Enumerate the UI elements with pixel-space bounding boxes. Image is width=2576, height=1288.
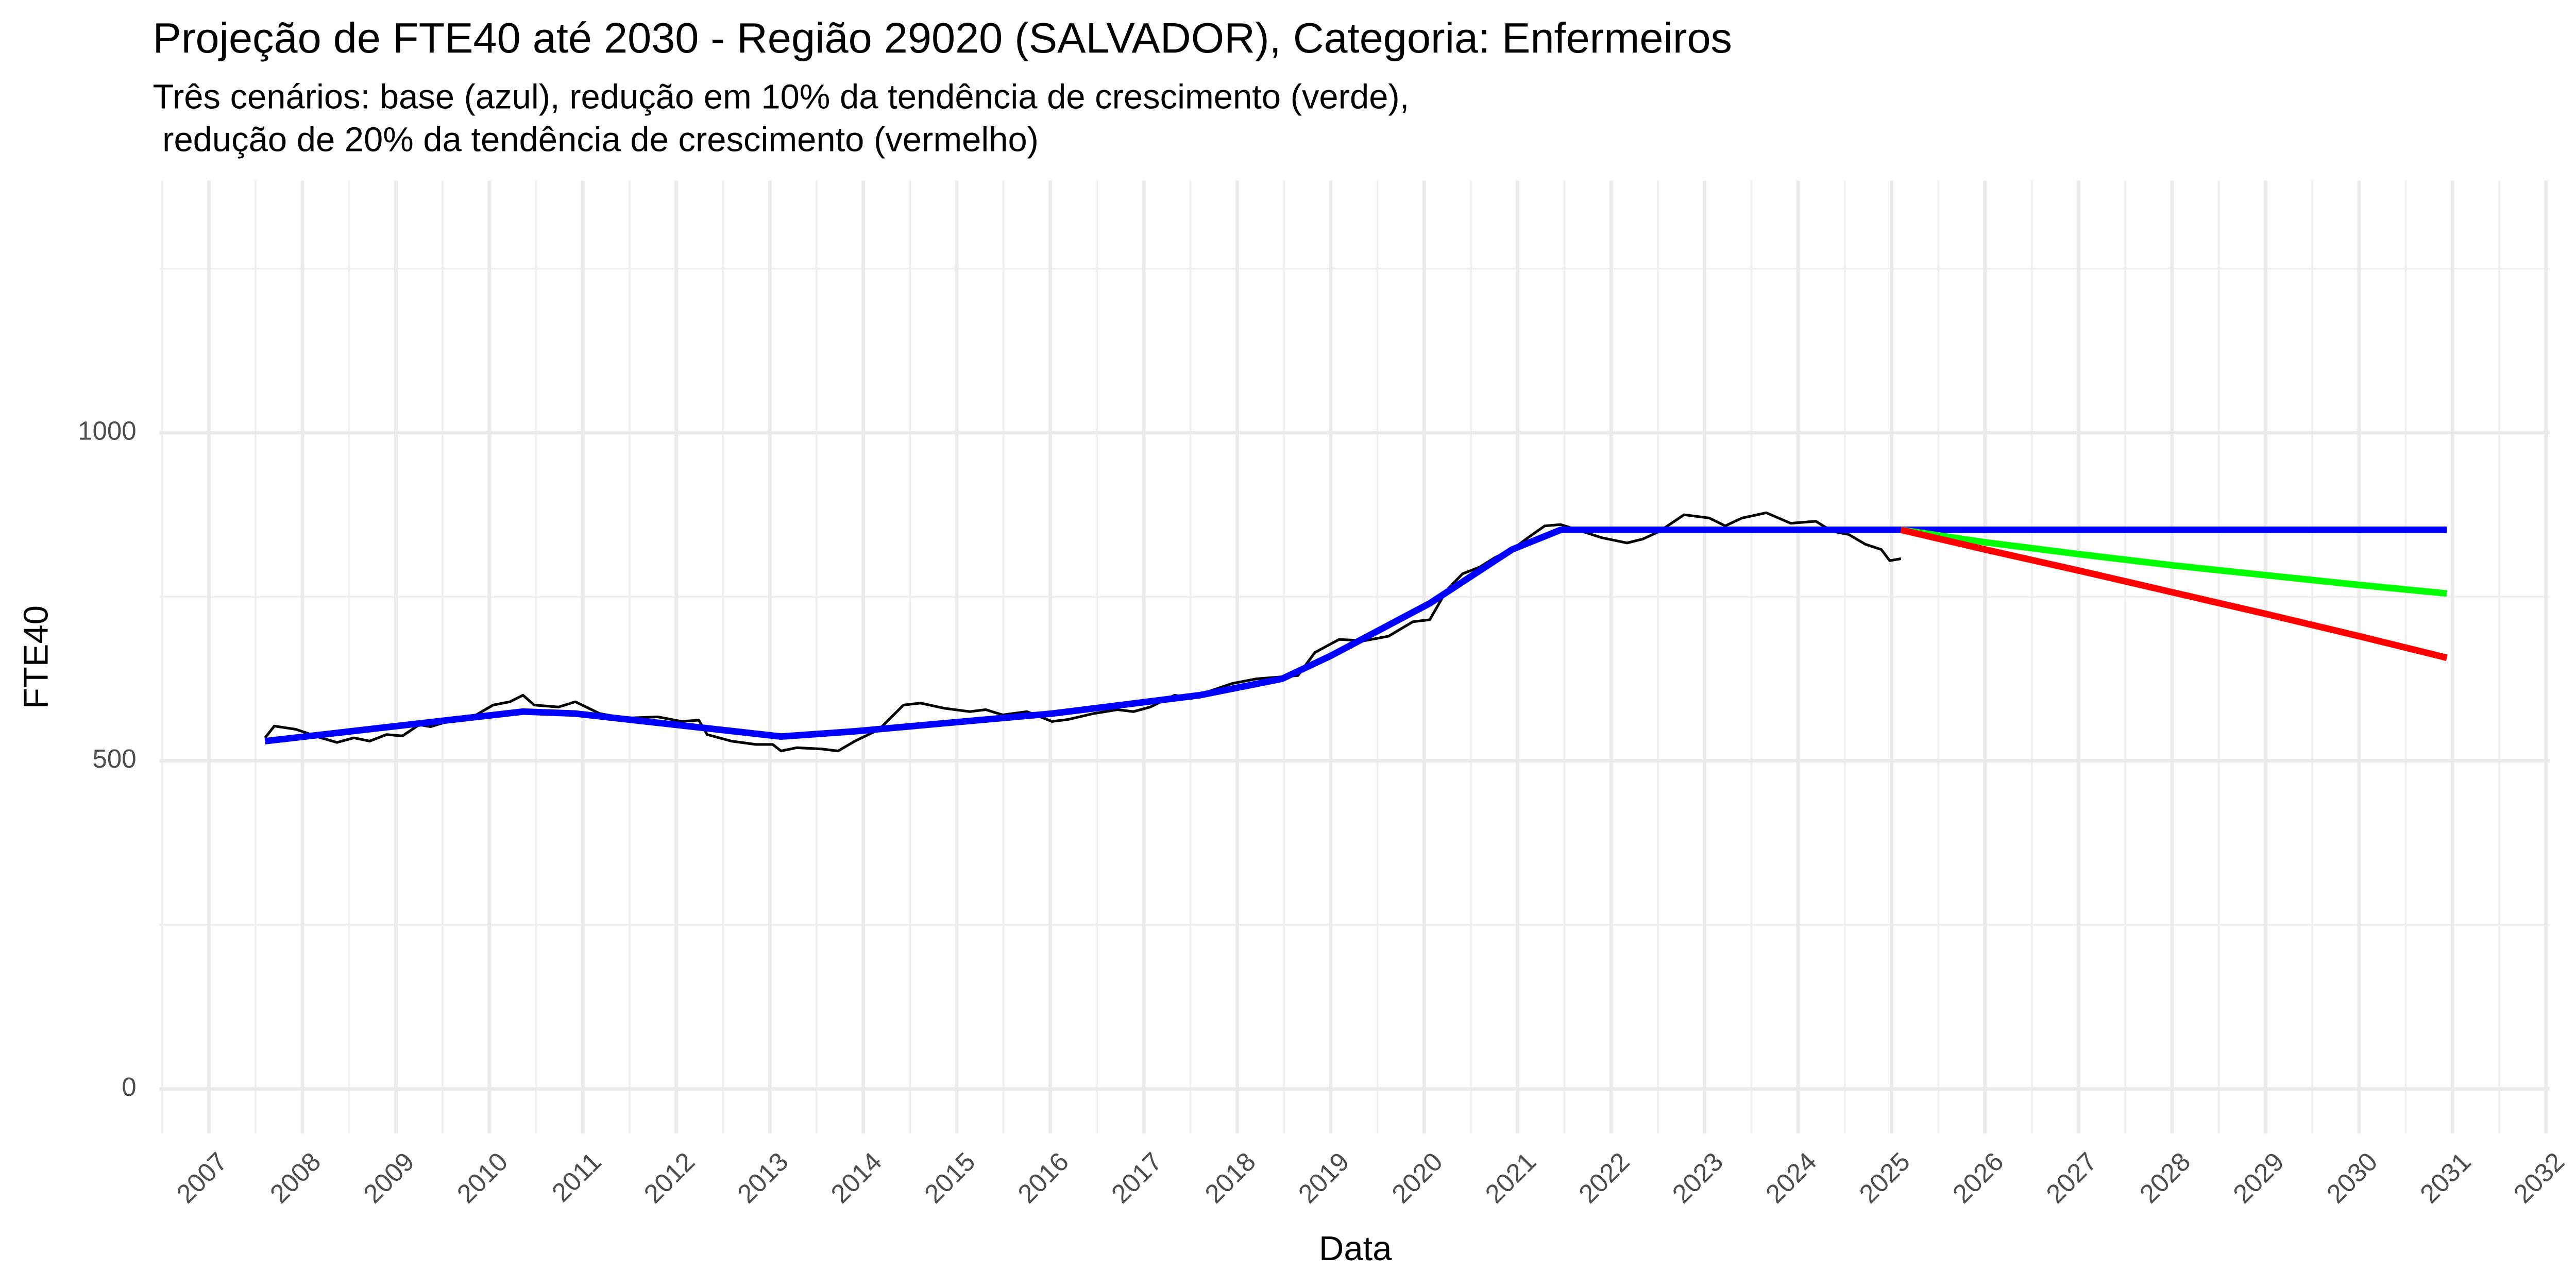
x-tick-label: 2014 xyxy=(825,1147,888,1209)
x-tick-label: 2013 xyxy=(732,1147,794,1209)
x-tick-label: 2030 xyxy=(2321,1147,2383,1209)
x-tick-label: 2017 xyxy=(1106,1147,1168,1209)
x-tick-label: 2010 xyxy=(451,1147,514,1209)
x-tick-label: 2024 xyxy=(1760,1147,1822,1209)
x-tick-label: 2031 xyxy=(2414,1147,2477,1209)
chart-subtitle: Três cenários: base (azul), redução em 1… xyxy=(153,77,1410,116)
x-tick-label: 2008 xyxy=(264,1147,327,1209)
x-tick-label: 2026 xyxy=(1947,1147,2009,1209)
x-tick-label: 2016 xyxy=(1012,1147,1075,1209)
y-axis-label: FTE40 xyxy=(16,605,55,709)
x-tick-label: 2032 xyxy=(2508,1147,2570,1209)
y-tick-label: 0 xyxy=(122,1072,136,1101)
x-tick-label: 2007 xyxy=(171,1147,233,1209)
chart-title: Projeção de FTE40 até 2030 - Região 2902… xyxy=(153,14,1732,62)
x-tick-label: 2019 xyxy=(1293,1147,1355,1209)
series-line xyxy=(264,527,2447,744)
x-tick-label: 2020 xyxy=(1386,1147,1448,1209)
x-tick-label: 2009 xyxy=(358,1147,420,1209)
series-line xyxy=(1900,527,2448,597)
x-tick-label: 2015 xyxy=(919,1147,981,1209)
x-tick-label: 2027 xyxy=(2040,1147,2103,1209)
x-axis-label: Data xyxy=(1319,1229,1392,1268)
x-tick-label: 2021 xyxy=(1480,1147,1542,1209)
x-tick-label: 2029 xyxy=(2227,1147,2290,1209)
y-tick-label: 500 xyxy=(93,744,137,773)
series-line xyxy=(1900,527,2448,661)
series-line xyxy=(264,511,1902,753)
chart-subtitle: redução de 20% da tendência de crescimen… xyxy=(153,120,1039,159)
grid: 2007 2008 2009 2010 2011 2012 2013 2014 2015 2016… xyxy=(78,180,2570,1209)
x-tick-label: 2028 xyxy=(2134,1147,2196,1209)
x-tick-label: 2025 xyxy=(1854,1147,1916,1209)
x-tick-label: 2023 xyxy=(1667,1147,1729,1209)
plot-area xyxy=(264,511,2448,753)
x-tick-label: 2012 xyxy=(638,1147,701,1209)
x-tick-label: 2011 xyxy=(546,1147,607,1208)
x-tick-label: 2022 xyxy=(1573,1147,1635,1209)
y-tick-label: 1000 xyxy=(78,416,137,445)
x-tick-label: 2018 xyxy=(1199,1147,1261,1209)
